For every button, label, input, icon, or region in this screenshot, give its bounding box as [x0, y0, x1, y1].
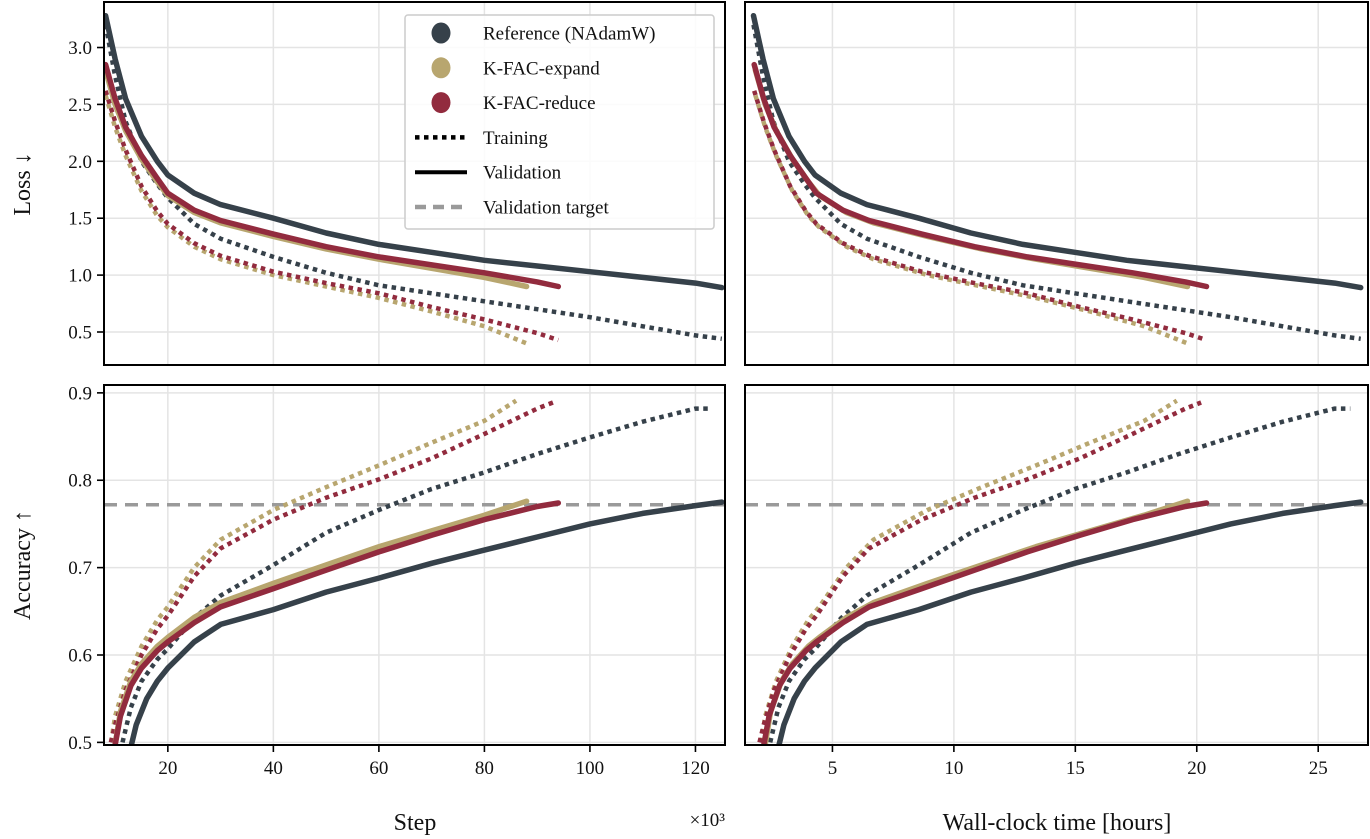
plot-area	[104, 398, 725, 745]
y-tick-label: 0.9	[68, 383, 92, 404]
series-k-fac-expand-validation	[762, 498, 1191, 745]
series-k-fac-reduce-validation	[751, 61, 1210, 290]
legend-marker	[431, 57, 451, 79]
series-k-fac-reduce-training	[104, 90, 559, 343]
series-reference-nadamw-validation	[750, 12, 1364, 291]
legend-item-reference-nadamw: Reference (NAdamW)	[431, 22, 655, 45]
y-axis-title-accuracy: Accuracy ↑	[10, 510, 36, 620]
panel-top-right	[744, 1, 1369, 366]
x-axis-title-step: Step	[394, 810, 437, 836]
series-k-fac-reduce-training	[107, 400, 554, 745]
series-reference-nadamw-validation	[128, 499, 725, 745]
x-tick-label: 60	[369, 758, 388, 779]
series-reference-nadamw-validation	[104, 12, 725, 291]
x-tick-label: 100	[576, 758, 605, 779]
y-tick-label: 0.5	[68, 323, 92, 344]
plot-area	[745, 398, 1368, 745]
legend: Reference (NAdamW) K-FAC-expand K-FAC-redu…	[404, 14, 715, 230]
legend-item-k-fac-expand: K-FAC-expand	[431, 57, 600, 79]
y-tick-label: 0.7	[68, 558, 92, 579]
legend-item-training: Training	[415, 128, 548, 149]
y-tick-label: 1.5	[68, 209, 92, 230]
legend-label: Reference (NAdamW)	[483, 24, 655, 45]
axes-frame	[744, 384, 1369, 746]
x-tick-label: 20	[1187, 758, 1206, 779]
panel-bottom-right: 5 10 15 20 25	[744, 384, 1369, 779]
x-tick-label: 40	[264, 758, 283, 779]
legend-label: K-FAC-reduce	[483, 93, 596, 114]
legend-item-validation-target: Validation target	[415, 198, 609, 219]
legend-label: Training	[483, 128, 548, 149]
series-reference-nadamw-training	[104, 24, 723, 342]
x-tick-label: 80	[475, 758, 494, 779]
series-k-fac-reduce-training	[756, 400, 1202, 745]
x-tick-label: 10	[944, 758, 963, 779]
series-reference-nadamw-training	[119, 406, 712, 745]
plot-area	[750, 12, 1364, 346]
legend-marker	[431, 92, 451, 114]
legend-item-validation: Validation	[415, 163, 562, 184]
y-tick-label: 3.0	[68, 38, 92, 59]
x-axis-offset-label: ×10³	[690, 810, 726, 831]
axes-frame	[103, 384, 726, 746]
series-k-fac-reduce-validation	[112, 500, 562, 745]
x-tick-label: 25	[1309, 758, 1328, 779]
legend-marker	[431, 22, 451, 44]
series-k-fac-expand-training	[104, 94, 528, 346]
x-tick-label: 5	[828, 758, 838, 779]
x-tick-label: 120	[681, 758, 710, 779]
panel-bottom-left: 20 40 60 80 100 120 0.5 0.6 0.7 0.8 0.9	[68, 383, 726, 779]
legend-box	[404, 14, 715, 230]
legend-label: Validation target	[483, 198, 609, 219]
y-axis-title-loss: Loss ↓	[10, 152, 36, 215]
series-reference-nadamw-training	[751, 24, 1361, 342]
x-tick-label: 20	[158, 758, 177, 779]
x-axis-title-wall-clock: Wall-clock time [hours]	[943, 810, 1172, 836]
series-k-fac-expand-training	[758, 398, 1178, 745]
y-tick-label: 0.6	[68, 646, 92, 667]
series-reference-nadamw-training	[767, 406, 1351, 745]
x-tick-label: 15	[1066, 758, 1085, 779]
axes-frame	[103, 1, 726, 366]
legend-label: K-FAC-expand	[483, 58, 600, 79]
y-tick-label: 2.0	[68, 152, 92, 173]
legend-item-k-fac-reduce: K-FAC-reduce	[431, 92, 596, 114]
y-tick-label: 2.5	[68, 95, 92, 116]
plot-area	[104, 12, 725, 346]
series-k-fac-reduce-validation	[761, 500, 1210, 745]
y-tick-label: 0.5	[68, 733, 92, 754]
y-tick-label: 0.8	[68, 471, 92, 492]
y-tick-label: 1.0	[68, 266, 92, 287]
legend-label: Validation	[483, 163, 562, 184]
series-k-fac-expand-training	[753, 94, 1189, 346]
series-reference-nadamw-validation	[776, 499, 1364, 745]
series-k-fac-reduce-validation	[104, 61, 562, 290]
axes-frame	[744, 1, 1369, 366]
series-k-fac-expand-validation	[112, 498, 530, 745]
series-k-fac-reduce-training	[752, 90, 1208, 343]
